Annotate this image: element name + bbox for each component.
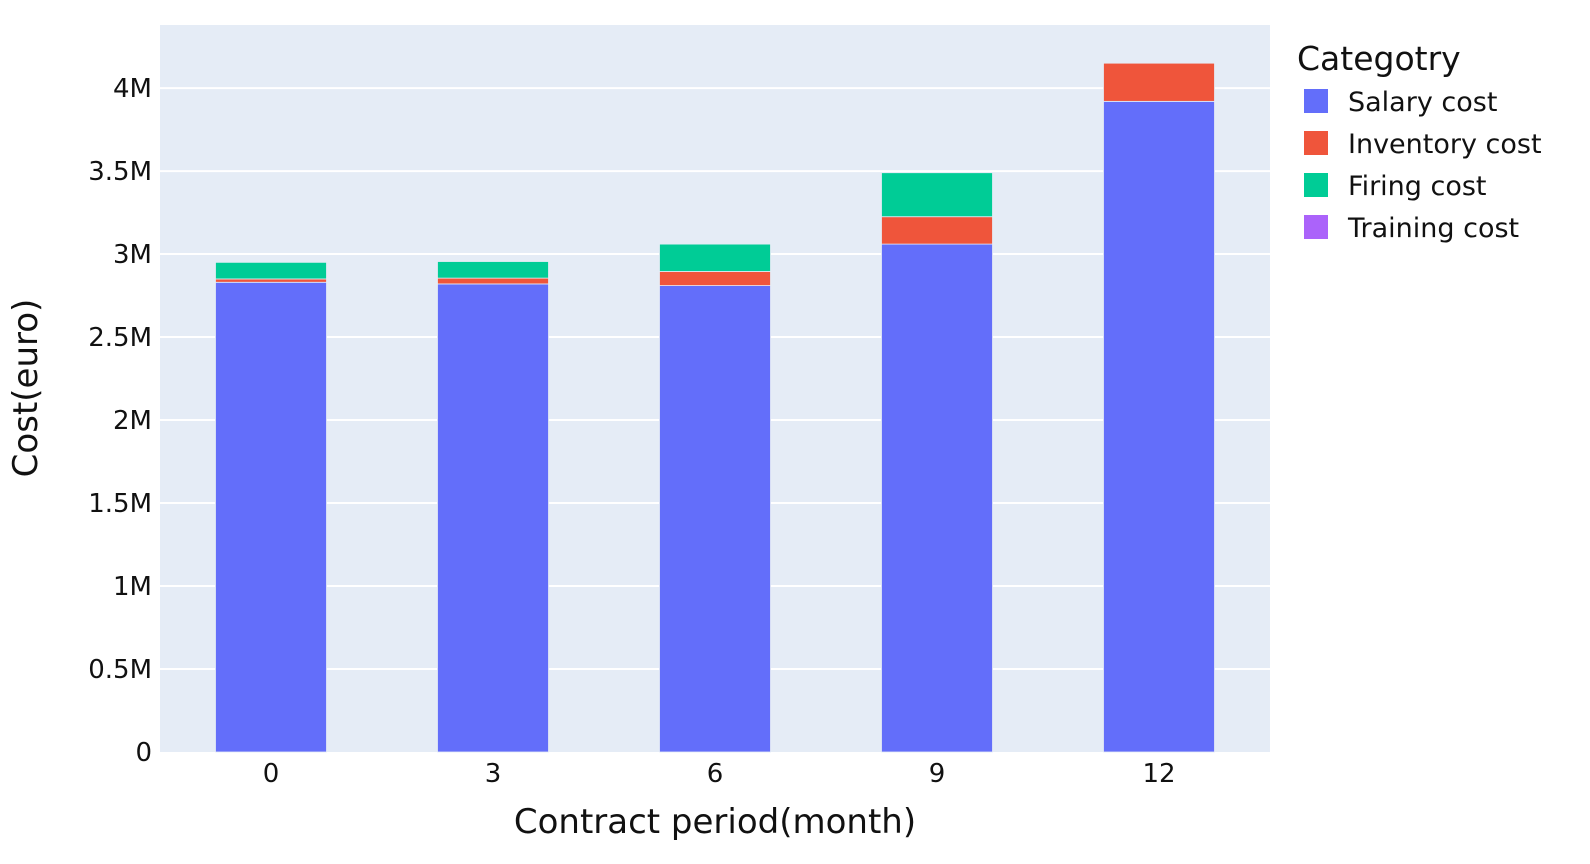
y-tick-label: 1M [113, 572, 152, 602]
x-tick-label: 3 [485, 759, 502, 789]
bar-segment [881, 172, 993, 218]
y-tick-label: 2.5M [88, 323, 152, 353]
y-tick-label: 1.5M [88, 489, 152, 519]
legend-swatch [1304, 173, 1328, 197]
bar-segment [215, 281, 327, 753]
legend-swatch [1304, 131, 1328, 155]
y-axis-title: Cost(euro) [6, 299, 46, 478]
x-tick-label: 12 [1142, 759, 1175, 789]
bar-segment [215, 261, 327, 280]
x-tick-label: 0 [263, 759, 280, 789]
bar-segment [215, 278, 327, 283]
legend-title: Categotry [1297, 39, 1461, 78]
x-axis-title: Contract period(month) [514, 802, 916, 842]
bar-segment [437, 261, 549, 279]
y-tick-label: 3.5M [88, 157, 152, 187]
x-tick-label: 6 [707, 759, 724, 789]
bar-segment [1103, 100, 1215, 753]
bar-segment [1103, 62, 1215, 102]
x-axis-ticks: 0 3 6 9 12 [263, 759, 1176, 789]
y-tick-label: 0.5M [88, 655, 152, 685]
legend-entry: Salary cost [1348, 87, 1497, 118]
y-tick-label: 4M [113, 74, 152, 104]
y-tick-label: 2M [113, 406, 152, 436]
x-tick-label: 9 [929, 759, 946, 789]
bar-segment [659, 271, 771, 286]
bar-segment [659, 243, 771, 272]
legend: Categotry Salary cost Inventory cost Firin… [1297, 39, 1542, 244]
bar-segment [659, 285, 771, 753]
y-tick-label: 3M [113, 240, 152, 270]
legend-swatch [1304, 89, 1328, 113]
bars [215, 62, 1215, 753]
bar-segment [881, 243, 993, 753]
y-axis-ticks: 0 0.5M 1M 1.5M 2M 2.5M 3M 3.5M 4M [88, 74, 152, 768]
bar-segment [881, 216, 993, 245]
legend-entry: Training cost [1347, 213, 1519, 244]
bar-segment [437, 283, 549, 753]
y-tick-label: 0 [135, 738, 152, 768]
legend-entry: Inventory cost [1348, 129, 1542, 160]
legend-entry: Firing cost [1348, 171, 1487, 202]
bar-segment [437, 277, 549, 285]
legend-swatch [1304, 215, 1328, 239]
